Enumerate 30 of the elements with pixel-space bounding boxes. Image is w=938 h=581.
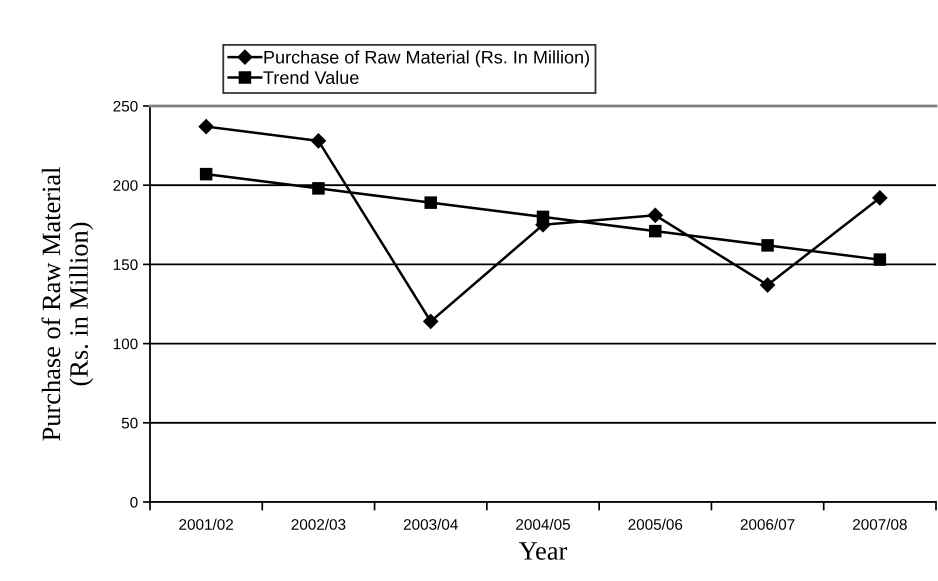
point (648, 208, 663, 223)
y-tick-label: 250 (113, 100, 138, 112)
x-axis-title: Year (518, 542, 568, 560)
y-tick-label: 0 (130, 496, 138, 508)
legend-label: Trend Value (263, 70, 359, 84)
y-tick-label: 200 (113, 180, 138, 191)
point (198, 119, 214, 134)
y-axis-title: Purchase of Raw Material (Rs. in Million) (41, 167, 94, 441)
point (423, 314, 438, 329)
x-tick-label: 2006/07 (740, 518, 794, 530)
point (872, 190, 888, 206)
x-tick-label: 2004/05 (516, 518, 570, 530)
x-tick-label: 2002/03 (292, 518, 346, 530)
point (761, 239, 774, 252)
point (649, 224, 662, 238)
legend-label: Purchase of Raw Material (Rs. In Million) (264, 50, 589, 68)
point (200, 168, 212, 180)
x-tick-label: 2001/02 (179, 518, 233, 530)
point (312, 182, 325, 195)
point (310, 133, 326, 148)
x-tick-label: 2007/08 (853, 518, 907, 530)
y-tick-label: 50 (122, 418, 138, 428)
point (760, 277, 776, 293)
y-tick-label: 100 (114, 338, 138, 350)
point (424, 196, 437, 209)
x-tick-label: 2003/04 (404, 518, 458, 530)
y-tick-label: 150 (114, 259, 138, 270)
x-tick-label: 2005/06 (628, 518, 682, 530)
point (874, 253, 886, 266)
point (536, 210, 550, 224)
